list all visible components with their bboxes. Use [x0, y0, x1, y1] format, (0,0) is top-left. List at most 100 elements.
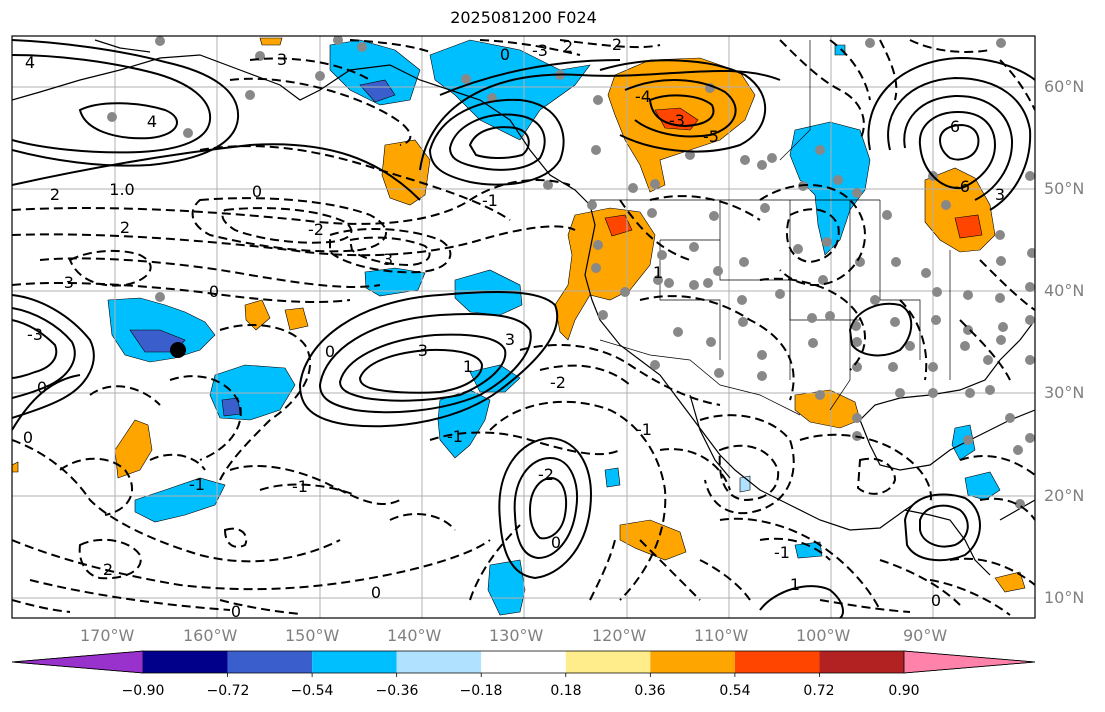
contour-label: 3 [277, 50, 287, 69]
anomaly-blue-region [107, 297, 216, 363]
contour-label: 2 [50, 185, 60, 204]
contour-label: 2 [120, 218, 130, 237]
contour-label: 1 [790, 575, 800, 594]
contours-positive [12, 39, 1035, 618]
anomaly-orange-region [284, 307, 309, 331]
longitude-label: 140°W [387, 626, 442, 645]
contour-label: -3 [669, 111, 685, 130]
longitude-label: 150°W [285, 626, 340, 645]
highlight-point [170, 342, 186, 358]
contour-label: 0 [551, 533, 561, 552]
latitude-label: 20°N [1044, 486, 1085, 505]
contour-label: 0 [23, 428, 33, 447]
colorbar-tick-label: 0.54 [719, 683, 751, 699]
colorbar-outline [11, 650, 1036, 674]
contour-label: 0 [325, 342, 335, 361]
contour-label: -6 [954, 177, 970, 196]
contour-label: 2 [103, 560, 113, 579]
colorbar-tick-label: −0.54 [290, 683, 334, 699]
anomaly-orange-region [259, 37, 283, 46]
colorbar-tick-label: −0.72 [206, 683, 250, 699]
anomaly-red-region [604, 214, 633, 237]
colorbar-tick-label: 0.36 [634, 683, 666, 699]
colorbar-segment [734, 651, 820, 673]
colorbar-extend-min [11, 650, 144, 674]
contour-label: 0 [500, 45, 510, 64]
latitude-label: 30°N [1044, 383, 1085, 402]
colorbar-segment [396, 651, 482, 673]
latitude-label: 40°N [1044, 281, 1085, 300]
anomaly-orange-region [619, 519, 687, 561]
contour-label: -1 [189, 475, 205, 494]
contour-label: 1 [653, 263, 663, 282]
contour-label: -1 [482, 191, 498, 210]
anomaly-blue-region [834, 44, 846, 56]
anomaly-orange-region [12, 461, 19, 473]
contour-label: 4 [25, 53, 35, 72]
contour-label: -4 [635, 87, 651, 106]
map-title: 2025081200 F024 [450, 8, 597, 27]
shading-layer [12, 37, 1026, 616]
contour-label: -2 [308, 220, 324, 239]
anomaly-blue-region [487, 559, 526, 616]
longitude-label: 130°W [489, 626, 544, 645]
contour-label: 6 [950, 117, 960, 136]
contour-label: -2 [550, 373, 566, 392]
map-content [12, 36, 1035, 618]
anomaly-orange-region [794, 389, 861, 429]
colorbar-segment [565, 651, 651, 673]
contour-label: -3 [27, 325, 43, 344]
anomaly-blue-region [964, 471, 1001, 501]
contour-label: 3 [505, 330, 515, 349]
anomaly-blue-region [134, 477, 226, 523]
contour-label: 3 [383, 250, 393, 269]
colorbar-tick-label: 0.18 [550, 683, 582, 699]
contour-label: 1.0 [109, 180, 134, 199]
contour-label: 2 [612, 35, 622, 54]
colorbar-segment [650, 651, 735, 673]
anomaly-blue-region [794, 541, 823, 559]
colorbar [11, 650, 1036, 677]
contour-label: -5 [703, 127, 719, 146]
anomaly-blue-region [364, 267, 426, 297]
anomaly-blue-region [359, 79, 396, 103]
colorbar-segment [227, 651, 313, 673]
contour-label: -3 [532, 41, 548, 60]
map-frame [11, 35, 1036, 619]
colorbar-extend-max [903, 650, 1036, 674]
contour-label: -1 [292, 477, 308, 496]
contour-label: -3 [58, 273, 74, 292]
contour-label: 0 [231, 602, 241, 621]
longitude-label: 170°W [80, 626, 135, 645]
latitude-label: 60°N [1044, 77, 1085, 96]
colorbar-segment [143, 651, 228, 673]
anomaly-orange-region [554, 207, 656, 341]
colorbar-tick-label: 0.72 [803, 683, 835, 699]
contour-label: -2 [538, 465, 554, 484]
anomaly-orange-region [994, 571, 1026, 593]
station-dots [107, 36, 1035, 509]
contour-label: 0 [209, 282, 219, 301]
contour-label: 3 [995, 185, 1005, 204]
anomaly-orange-region [114, 419, 153, 479]
colorbar-tick-label: −0.90 [121, 683, 165, 699]
contour-label: 2 [563, 37, 573, 56]
anomaly-blue-region [951, 424, 976, 461]
longitude-label: 90°W [903, 626, 948, 645]
contour-label: -1 [774, 543, 790, 562]
contour-label: 0 [371, 583, 381, 602]
contours-negative [12, 39, 1035, 616]
colorbar-segment [819, 651, 904, 673]
contour-label: -1 [447, 427, 463, 446]
colorbar-tick-label: −0.18 [459, 683, 503, 699]
contour-label: 0 [252, 182, 262, 201]
anomaly-blue-region [604, 467, 621, 488]
longitude-label: 110°W [694, 626, 749, 645]
longitude-label: 120°W [592, 626, 647, 645]
coastlines [12, 39, 1035, 576]
contour-label: -3 [412, 341, 428, 360]
anomaly-red-region [954, 214, 983, 239]
colorbar-tick-label: −0.36 [375, 683, 419, 699]
latitude-label: 10°N [1044, 588, 1085, 607]
